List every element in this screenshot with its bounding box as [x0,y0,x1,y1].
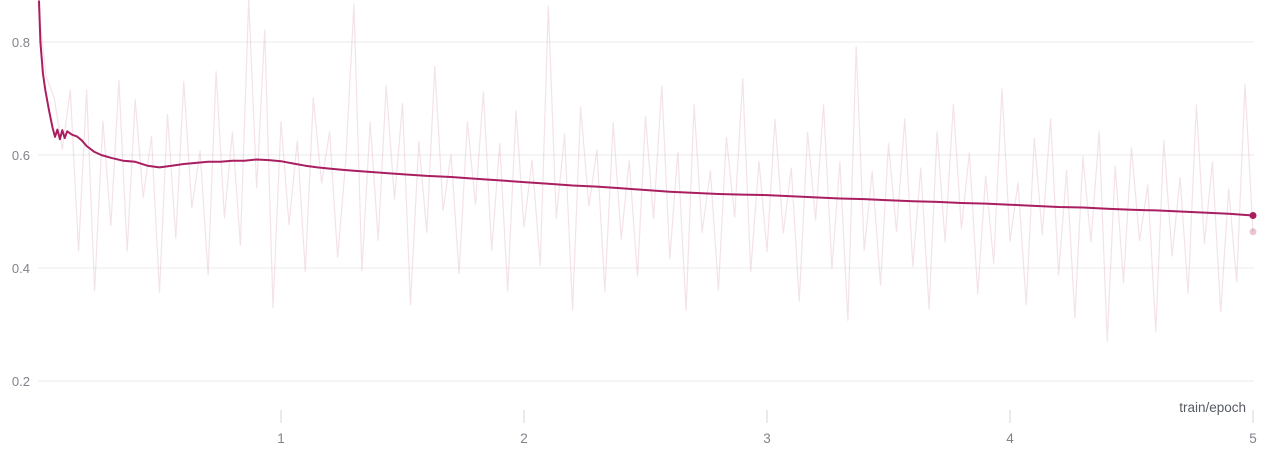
x-tick-label: 1 [277,431,285,446]
raw-endpoint-dot [1249,228,1257,236]
y-tick-label: 0.8 [12,35,30,50]
y-tick-label: 0.6 [12,148,30,163]
x-axis-title: train/epoch [1179,400,1246,415]
x-tick-label: 3 [763,431,771,446]
x-tick-label: 2 [520,431,528,446]
x-tick-label: 4 [1006,431,1014,446]
x-tick-label: 5 [1249,431,1257,446]
smoothed-endpoint-dot [1249,212,1257,219]
smoothed-series-line [38,0,1254,217]
y-tick-label: 0.2 [12,374,30,389]
y-tick-label: 0.4 [12,261,30,276]
raw-series-line [37,0,1254,342]
